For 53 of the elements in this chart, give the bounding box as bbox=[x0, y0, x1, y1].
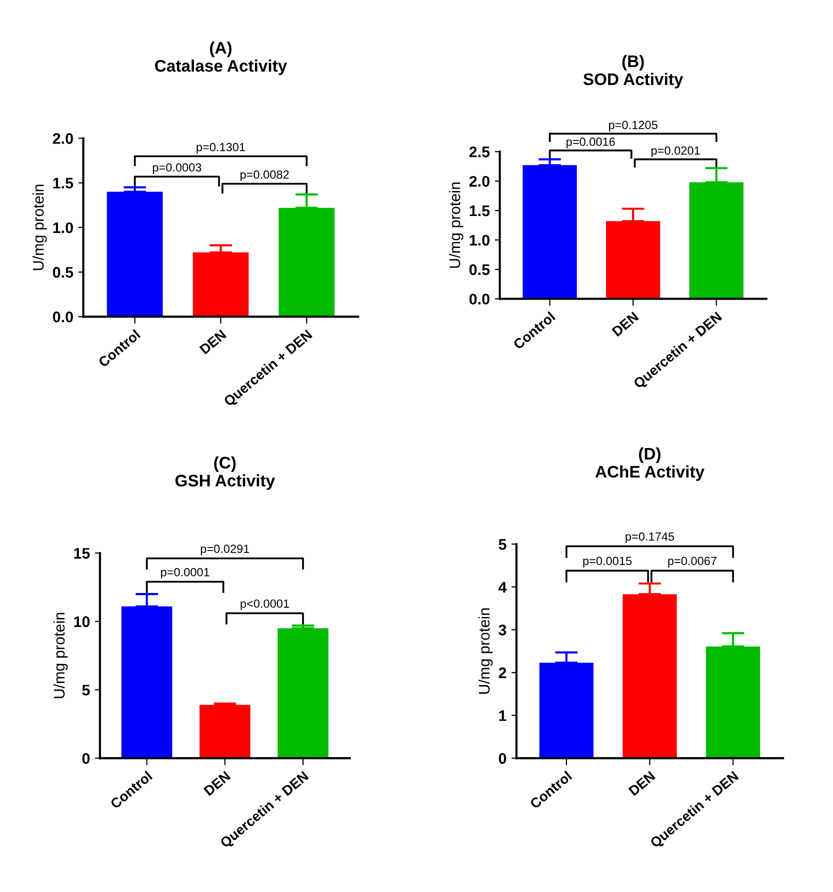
bar bbox=[622, 594, 677, 758]
y-tick-label: 1.5 bbox=[53, 178, 74, 189]
y-axis-title: U/mg protein bbox=[32, 184, 47, 270]
y-tick-label: 0.5 bbox=[469, 264, 490, 276]
y-tick-label: 1.5 bbox=[470, 206, 490, 216]
bar bbox=[706, 646, 760, 758]
bar bbox=[606, 221, 660, 299]
bar bbox=[522, 165, 577, 299]
y-tick-label: 0.0 bbox=[52, 312, 73, 322]
y-tick-label: 0 bbox=[82, 753, 90, 764]
chart-title: (C) GSH Activity bbox=[175, 456, 275, 490]
bar bbox=[192, 252, 249, 317]
bar bbox=[278, 208, 335, 317]
annotation: p=0.0082 bbox=[240, 170, 289, 182]
annotation: p=0.0291 bbox=[200, 544, 250, 556]
y-tick-label: 2.5 bbox=[469, 146, 490, 158]
y-tick-label: 5 bbox=[498, 539, 506, 550]
annotation: p=0.0003 bbox=[152, 163, 202, 174]
bar bbox=[121, 606, 172, 758]
y-tick-label: 2.0 bbox=[52, 133, 73, 144]
y-tick-label: 0.5 bbox=[52, 266, 74, 278]
annotation: p<0.0001 bbox=[240, 599, 289, 610]
annotation: p=0.0201 bbox=[652, 146, 700, 158]
y-axis-title: U/mg protein bbox=[478, 608, 493, 694]
y-axis-title: U/mg protein bbox=[53, 612, 68, 698]
y-tick-label: 5 bbox=[82, 684, 90, 696]
chart-title: (A) Catalase Activity bbox=[155, 42, 288, 76]
bar bbox=[539, 662, 594, 758]
bar bbox=[689, 182, 744, 299]
y-tick-label: 10 bbox=[74, 616, 90, 628]
y-tick-label: 15 bbox=[74, 548, 90, 559]
annotation: p=0.1301 bbox=[196, 142, 245, 154]
y-tick-label: 4 bbox=[498, 582, 507, 592]
text: p=0.1745 bbox=[626, 532, 674, 544]
text: p=0.1205 bbox=[609, 120, 658, 132]
chart-title: (B) SOD Activity bbox=[583, 54, 684, 88]
bar bbox=[200, 704, 250, 758]
annotation: p=0.0067 bbox=[668, 556, 716, 568]
bar bbox=[106, 192, 163, 317]
text: p=0.0016 bbox=[566, 138, 615, 148]
y-tick-label: 2.0 bbox=[469, 176, 490, 187]
y-tick-label: 0.0 bbox=[469, 294, 490, 305]
y-axis-title: U/mg protein bbox=[449, 182, 464, 268]
chart-title: (D) AChE Activity bbox=[595, 447, 704, 481]
y-tick-label: 1.0 bbox=[53, 222, 73, 234]
annotation: p=0.0015 bbox=[583, 556, 632, 568]
annotation: p=0.0001 bbox=[161, 568, 210, 579]
y-tick-label: 0 bbox=[498, 753, 506, 764]
bar bbox=[278, 628, 328, 758]
y-tick-label: 3 bbox=[498, 624, 506, 636]
y-tick-label: 1 bbox=[499, 710, 506, 721]
y-tick-label: 2 bbox=[498, 667, 506, 678]
y-tick-label: 1.0 bbox=[470, 234, 490, 246]
